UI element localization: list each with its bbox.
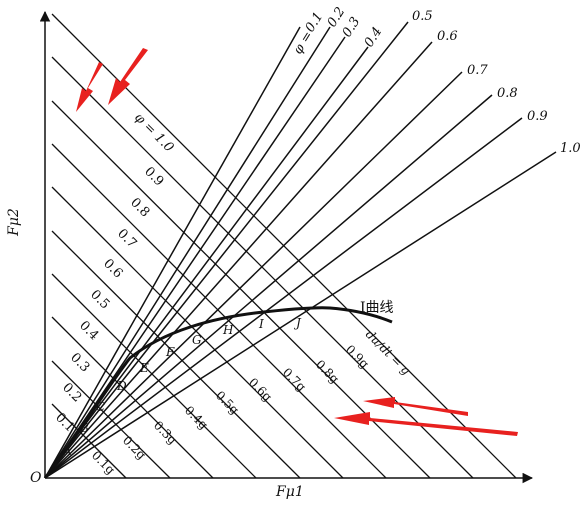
i-curve-label: I曲线 xyxy=(360,300,394,316)
isoline-label-0.4: 0.4 xyxy=(76,318,101,343)
phi-line-0.2 xyxy=(44,26,331,479)
isoline-0.2g xyxy=(51,360,171,479)
phi-label-0.5: 0.5 xyxy=(412,9,433,24)
isoline-label-0.5: 0.5 xyxy=(87,287,112,312)
isoline-0.3g xyxy=(51,316,214,479)
isoline-label-0.6g: 0.6g xyxy=(246,375,275,404)
i-curve xyxy=(43,306,393,479)
phi-line-0.3 xyxy=(44,36,346,479)
red-arrow-icon xyxy=(76,62,103,112)
phi-line-labels: φ = 0.1 0.2 0.3 0.4 0.5 0.6 0.7 0.8 0.9 … xyxy=(291,5,580,156)
phi-line-0.4 xyxy=(44,46,369,479)
phi-label-0.8: 0.8 xyxy=(497,86,518,101)
isoline-label-phi-1.0: φ = 1.0 xyxy=(131,110,176,155)
y-axis-label: Fμ2 xyxy=(6,208,22,237)
phi-label-0.9: 0.9 xyxy=(527,109,548,124)
isoline-label-0.6: 0.6 xyxy=(100,256,125,281)
isoline-label-0.3g: 0.3g xyxy=(151,418,180,447)
phi-label-0.6: 0.6 xyxy=(437,29,458,44)
red-arrow-icon xyxy=(108,48,148,105)
point-label-g: G xyxy=(192,333,202,347)
point-label-a: A xyxy=(62,444,72,458)
i-curve-labels: I曲线 A B C D E F G H I J xyxy=(62,300,394,458)
point-label-e: E xyxy=(139,361,149,375)
axis-labels: Fμ1 Fμ2 O xyxy=(6,208,304,500)
point-label-b: B xyxy=(79,421,89,435)
isoline-0.6g xyxy=(51,186,344,479)
x-axis-label: Fμ1 xyxy=(275,484,304,500)
phi-line-0.1 xyxy=(44,26,301,479)
phi-label-1.0: 1.0 xyxy=(560,141,580,156)
phi-line-0.6 xyxy=(44,41,433,479)
phi-label-0.7: 0.7 xyxy=(467,63,488,78)
red-arrow-icon xyxy=(363,397,468,416)
point-label-c: C xyxy=(96,400,105,414)
isoline-label-0.8: 0.8 xyxy=(127,195,152,220)
point-label-j: J xyxy=(293,316,302,330)
isoline-label-0.2g: 0.2g xyxy=(120,433,149,462)
isoline-label-0.2: 0.2 xyxy=(59,380,84,405)
isoline-label-0.5g: 0.5g xyxy=(213,388,242,417)
red-arrow-icon xyxy=(334,412,518,436)
annotation-arrows xyxy=(76,48,518,436)
phi-label-0.4: 0.4 xyxy=(362,25,386,50)
isoline-label-0.1g: 0.1g xyxy=(89,448,118,477)
phi-line-0.9 xyxy=(44,117,523,479)
isoline-0.9g xyxy=(51,56,474,479)
isoline-0.5g xyxy=(51,230,301,479)
origin-label: O xyxy=(30,470,42,486)
point-label-d: D xyxy=(116,379,127,393)
isoline-label-0.7: 0.7 xyxy=(114,226,139,251)
phi-line-0.7 xyxy=(44,71,463,479)
point-label-i: I xyxy=(258,317,264,331)
isoline-0.4g xyxy=(51,273,257,479)
phi-line-0.8 xyxy=(44,94,493,479)
axes xyxy=(39,10,534,484)
phi-line-0.5 xyxy=(44,21,409,479)
isoline-0.7g xyxy=(51,143,387,479)
isoline-label-0.7g: 0.7g xyxy=(280,365,309,394)
du-dt-label: du/dt = g xyxy=(363,327,414,378)
phi-lines xyxy=(44,21,557,479)
point-label-f: F xyxy=(165,345,175,359)
point-label-h: H xyxy=(222,323,234,337)
isoline-label-0.8g: 0.8g xyxy=(313,357,342,386)
deceleration-isolines xyxy=(51,13,517,479)
isoline-label-0.9g: 0.9g xyxy=(343,342,372,371)
phi-line-1.0 xyxy=(44,151,557,479)
